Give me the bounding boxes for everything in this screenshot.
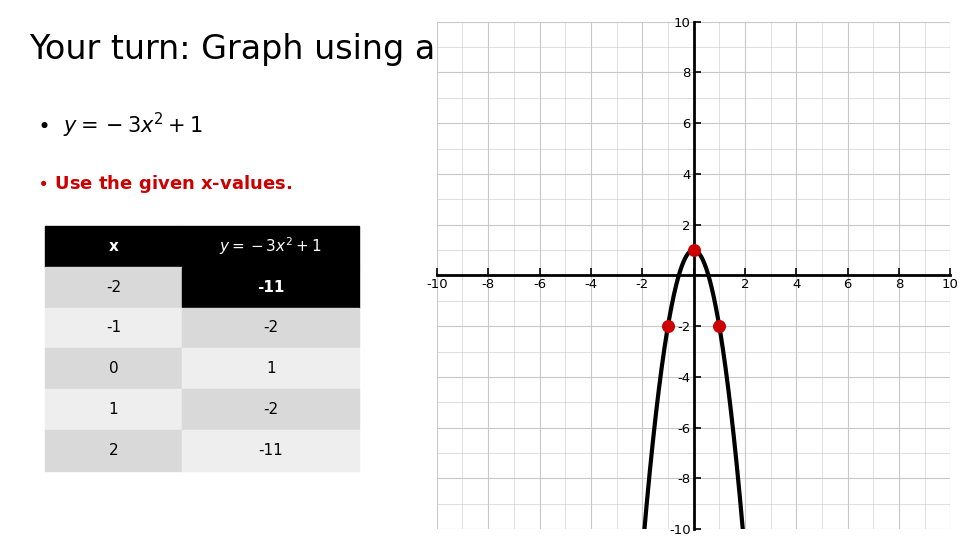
Point	[685, 246, 701, 254]
Text: 2: 2	[108, 443, 118, 458]
Text: Your turn: Graph using a table of values.: Your turn: Graph using a table of values…	[29, 33, 703, 66]
Text: 1: 1	[266, 361, 276, 376]
Text: -1: -1	[106, 321, 121, 335]
Bar	[45, 430, 182, 470]
Text: -11: -11	[257, 280, 284, 295]
Bar	[182, 267, 359, 308]
Point	[660, 322, 676, 330]
Text: -2: -2	[263, 402, 278, 417]
Bar	[45, 267, 182, 308]
Text: -2: -2	[263, 321, 278, 335]
Point	[711, 322, 727, 330]
Bar	[182, 226, 359, 267]
Bar	[182, 308, 359, 348]
Bar	[45, 226, 182, 267]
Bar	[45, 308, 182, 348]
Text: 1: 1	[108, 402, 118, 417]
Text: -11: -11	[258, 443, 283, 458]
Text: x: x	[108, 239, 118, 254]
Text: 0: 0	[108, 361, 118, 376]
Bar	[182, 389, 359, 430]
Text: $\bullet\ \ y = -3x^2 + 1$: $\bullet\ \ y = -3x^2 + 1$	[36, 111, 203, 140]
Bar	[45, 389, 182, 430]
Bar	[182, 348, 359, 389]
Bar	[45, 348, 182, 389]
Text: $\bullet$ Use the given x-values.: $\bullet$ Use the given x-values.	[36, 173, 292, 195]
Bar	[182, 430, 359, 470]
Text: -2: -2	[106, 280, 121, 295]
Text: $y = -3x^2 + 1$: $y = -3x^2 + 1$	[220, 235, 322, 258]
